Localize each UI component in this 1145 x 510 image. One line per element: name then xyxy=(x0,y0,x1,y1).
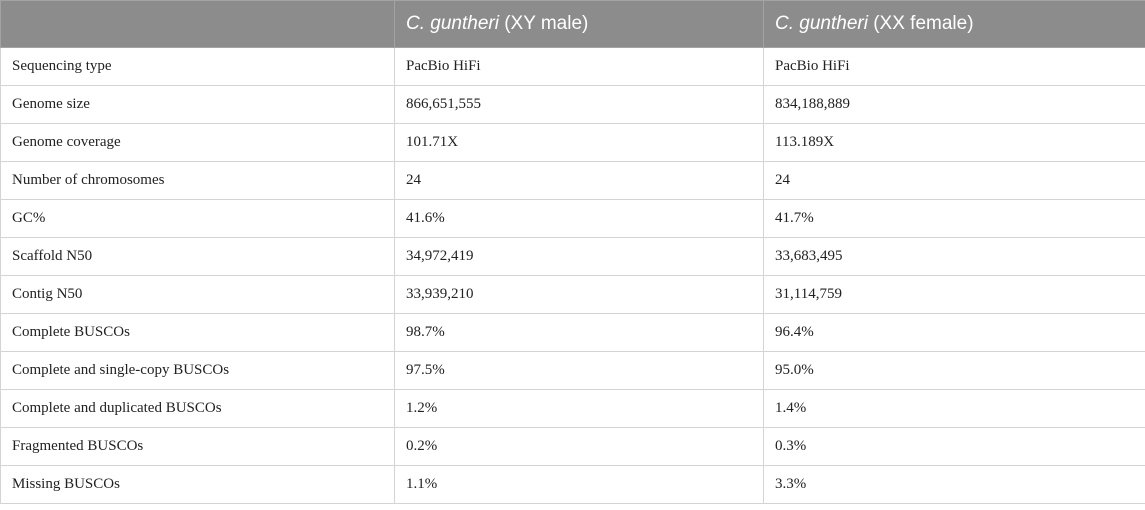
sex-label: (XX female) xyxy=(867,13,974,34)
table-row: Contig N50 33,939,210 31,114,759 xyxy=(0,275,1145,314)
male-value: 101.71X xyxy=(394,123,764,162)
male-value: 41.6% xyxy=(394,199,764,238)
row-label: Number of chromosomes xyxy=(0,161,395,200)
row-label: Complete and duplicated BUSCOs xyxy=(0,389,395,428)
table-row: Number of chromosomes 24 24 xyxy=(0,161,1145,200)
species-name: C. guntheri xyxy=(775,13,868,34)
male-value: 24 xyxy=(394,161,764,200)
header-cell-xy-male: C. guntheri (XY male) xyxy=(394,0,764,48)
male-value: 1.1% xyxy=(394,465,764,504)
male-value: 34,972,419 xyxy=(394,237,764,276)
male-value: 98.7% xyxy=(394,313,764,352)
row-label: Missing BUSCOs xyxy=(0,465,395,504)
female-value: 96.4% xyxy=(763,313,1145,352)
table-row: Complete and duplicated BUSCOs 1.2% 1.4% xyxy=(0,389,1145,428)
row-label: Complete BUSCOs xyxy=(0,313,395,352)
row-label: Contig N50 xyxy=(0,275,395,314)
female-value: 41.7% xyxy=(763,199,1145,238)
table-row: Scaffold N50 34,972,419 33,683,495 xyxy=(0,237,1145,276)
header-row: C. guntheri (XY male) C. guntheri (XX fe… xyxy=(0,0,1145,48)
female-value: 0.3% xyxy=(763,427,1145,466)
female-value: 33,683,495 xyxy=(763,237,1145,276)
female-value: 24 xyxy=(763,161,1145,200)
row-label: GC% xyxy=(0,199,395,238)
male-value: PacBio HiFi xyxy=(394,47,764,86)
table-row: Genome size 866,651,555 834,188,889 xyxy=(0,85,1145,124)
female-value: 1.4% xyxy=(763,389,1145,428)
species-name: C. guntheri xyxy=(406,13,499,34)
table-header: C. guntheri (XY male) C. guntheri (XX fe… xyxy=(0,0,1145,48)
table-row: GC% 41.6% 41.7% xyxy=(0,199,1145,238)
sex-label: (XY male) xyxy=(498,13,589,34)
row-label: Genome coverage xyxy=(0,123,395,162)
header-cell-xx-female: C. guntheri (XX female) xyxy=(763,0,1145,48)
row-label: Complete and single-copy BUSCOs xyxy=(0,351,395,390)
header-cell-metric xyxy=(0,0,395,48)
table-row: Complete and single-copy BUSCOs 97.5% 95.0… xyxy=(0,351,1145,390)
table-body: Sequencing type PacBio HiFi PacBio HiFi Ge… xyxy=(0,47,1145,504)
table-row: Missing BUSCOs 1.1% 3.3% xyxy=(0,465,1145,504)
row-label: Sequencing type xyxy=(0,47,395,86)
female-value: 113.189X xyxy=(763,123,1145,162)
table-row: Fragmented BUSCOs 0.2% 0.3% xyxy=(0,427,1145,466)
female-value: 834,188,889 xyxy=(763,85,1145,124)
table-row: Genome coverage 101.71X 113.189X xyxy=(0,123,1145,162)
table-row: Sequencing type PacBio HiFi PacBio HiFi xyxy=(0,47,1145,86)
male-value: 866,651,555 xyxy=(394,85,764,124)
row-label: Genome size xyxy=(0,85,395,124)
female-value: PacBio HiFi xyxy=(763,47,1145,86)
row-label: Fragmented BUSCOs xyxy=(0,427,395,466)
female-value: 3.3% xyxy=(763,465,1145,504)
table-row: Complete BUSCOs 98.7% 96.4% xyxy=(0,313,1145,352)
male-value: 0.2% xyxy=(394,427,764,466)
row-label: Scaffold N50 xyxy=(0,237,395,276)
female-value: 31,114,759 xyxy=(763,275,1145,314)
male-value: 33,939,210 xyxy=(394,275,764,314)
male-value: 97.5% xyxy=(394,351,764,390)
male-value: 1.2% xyxy=(394,389,764,428)
female-value: 95.0% xyxy=(763,351,1145,390)
